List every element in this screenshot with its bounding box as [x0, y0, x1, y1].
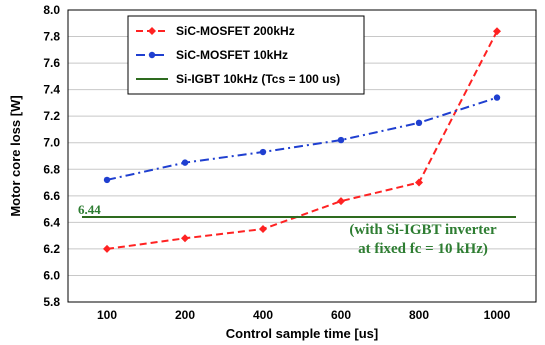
x-tick-label: 800	[409, 308, 429, 322]
x-tick-label: 100	[97, 308, 117, 322]
legend-marker	[148, 51, 156, 59]
legend-label: SiC-MOSFET 200kHz	[176, 24, 295, 38]
y-tick-label: 6.2	[43, 242, 60, 256]
x-tick-label: 200	[175, 308, 195, 322]
x-tick-label: 400	[253, 308, 273, 322]
y-tick-label: 8.0	[43, 3, 60, 17]
series-1	[103, 94, 501, 184]
plot-area-frame	[67, 9, 537, 303]
annotation-line-1: (with Si-IGBT inverter	[349, 222, 497, 238]
series-line	[106, 96, 498, 181]
data-point	[493, 94, 501, 101]
y-tick-label: 7.6	[43, 56, 60, 70]
y-axis-ticks: 5.8 6.0 6.2 6.4 6.6 6.8 7.0 7.2 7.4 7.6 7.8 8.0	[43, 3, 60, 309]
data-point	[181, 234, 189, 243]
data-point	[337, 197, 345, 206]
data-point	[337, 136, 345, 144]
x-tick-label: 1000	[484, 308, 511, 322]
y-tick-label: 7.2	[43, 109, 60, 123]
annotation-line-2: at fixed fc = 10 kHz)	[358, 241, 488, 257]
legend-marker	[148, 27, 156, 35]
data-point	[103, 244, 111, 253]
reference-value-label: 6.44	[78, 202, 101, 217]
legend: SiC-MOSFET 200kHz SiC-MOSFET 10kHz Si-IGBT…	[127, 15, 365, 95]
y-tick-label: 6.0	[43, 268, 60, 282]
y-tick-label: 7.4	[43, 83, 60, 97]
data-point	[103, 176, 111, 184]
x-axis-title: Control sample time [us]	[226, 326, 378, 341]
y-tick-label: 6.4	[43, 215, 60, 229]
y-tick-label: 5.8	[43, 295, 60, 309]
data-point	[493, 27, 501, 36]
x-axis-ticks: 100 200 400 600 800 1000	[97, 308, 511, 322]
y-tick-label: 7.0	[43, 136, 60, 150]
legend-label: SiC-MOSFET 10kHz	[176, 48, 288, 62]
legend-box	[127, 15, 365, 95]
y-tick-label: 7.8	[43, 30, 60, 44]
data-point	[259, 148, 267, 156]
data-point	[415, 178, 423, 187]
y-axis-title: Motor core loss [W]	[8, 95, 23, 216]
data-point	[181, 159, 189, 166]
series-line	[106, 30, 498, 250]
series-0	[103, 27, 501, 253]
x-tick-label: 600	[331, 308, 351, 322]
y-tick-label: 6.8	[43, 162, 60, 176]
data-point	[415, 119, 423, 127]
y-tick-label: 6.6	[43, 189, 60, 203]
data-point	[259, 225, 267, 233]
data-series	[82, 27, 516, 253]
legend-label: Si-IGBT 10kHz (Tcs = 100 us)	[176, 72, 340, 86]
